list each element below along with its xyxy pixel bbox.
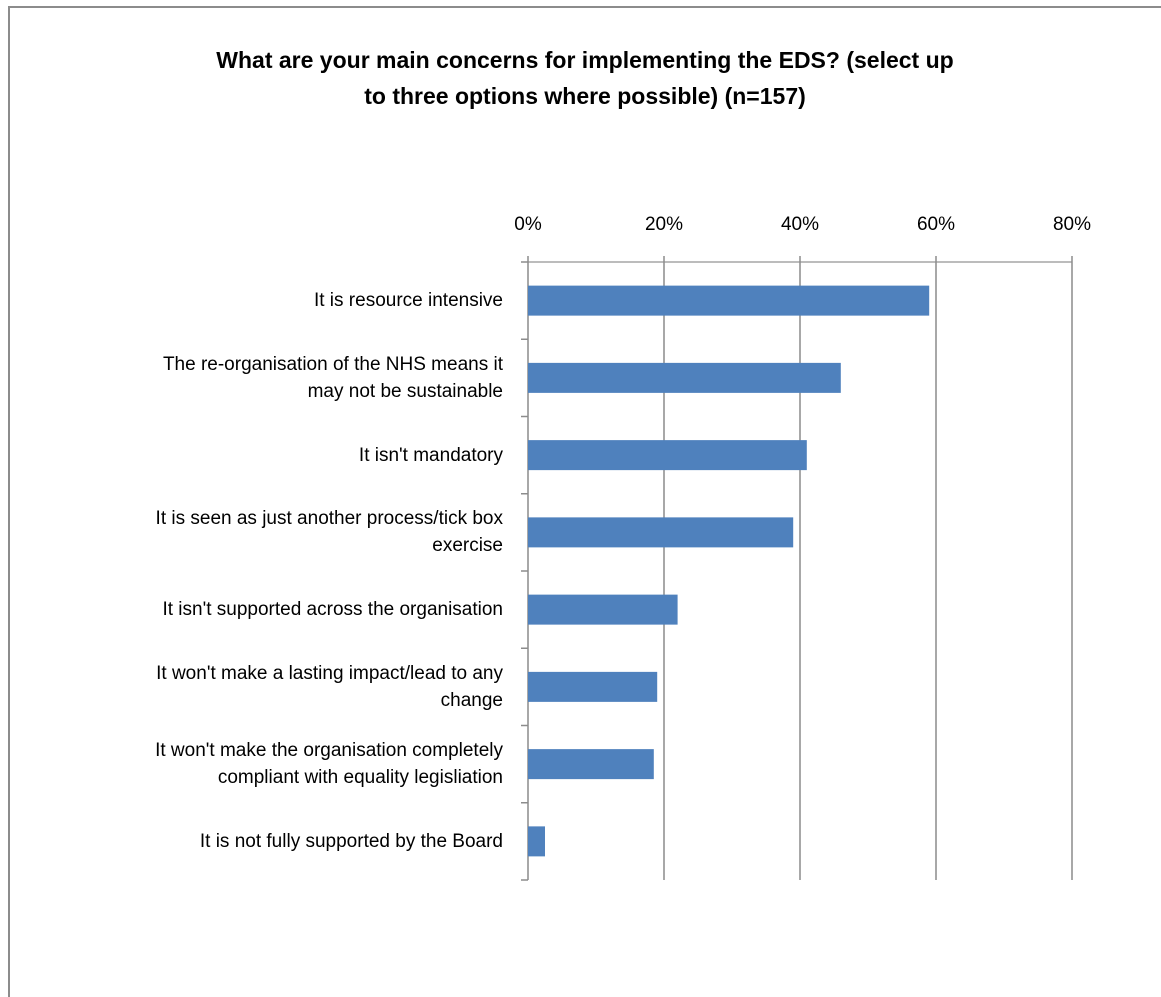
category-label-8-line-1: It is not fully supported by the Board [199,830,503,852]
bar-5 [528,594,678,625]
category-label-3-line-1: It isn't mandatory [358,444,503,466]
bar-7 [528,749,654,780]
category-label-7-line-1: It won't make the organisation completel… [155,740,503,762]
x-tick-label-60: 60% [917,214,955,235]
category-label-6-line-1: It won't make a lasting impact/lead to a… [156,662,503,684]
chart-title-line-2: to three options where possible) (n=157) [364,83,806,109]
category-label-2: The re-organisation of the NHS means it m… [13,351,503,405]
category-label-3: It isn't mandatory [13,442,503,469]
bar-8 [528,826,545,857]
chart-frame [8,6,1161,997]
category-label-6: It won't make a lasting impact/lead to a… [13,660,503,714]
category-label-6-line-2: change [440,689,503,711]
category-label-4: It is seen as just another process/tick … [13,505,503,559]
x-tick-label-0: 0% [514,214,542,235]
category-label-5: It isn't supported across the organisati… [13,596,503,623]
category-label-5-line-1: It isn't supported across the organisati… [162,599,503,621]
category-label-2-line-2: may not be sustainable [307,380,503,402]
x-tick-label-80: 80% [1053,214,1091,235]
bar-3 [528,440,807,471]
bar-2 [528,362,841,393]
category-label-2-line-1: The re-organisation of the NHS means it [162,353,503,375]
bar-6 [528,671,658,702]
x-tick-label-20: 20% [645,214,683,235]
category-label-7: It won't make the organisation completel… [13,737,503,791]
chart-title-line-1: What are your main concerns for implemen… [216,47,954,73]
category-label-4-line-2: exercise [432,535,503,557]
category-label-7-line-2: compliant with equality legisliation [217,767,503,789]
category-label-4-line-1: It is seen as just another process/tick … [155,508,503,530]
bar-4 [528,517,794,548]
category-label-1-line-1: It is resource intensive [313,290,503,312]
chart-title: What are your main concerns for implemen… [60,42,1110,114]
category-label-8: It is not fully supported by the Board [13,828,503,855]
x-tick-label-40: 40% [781,214,819,235]
category-label-1: It is resource intensive [13,287,503,314]
bar-1 [528,285,930,316]
